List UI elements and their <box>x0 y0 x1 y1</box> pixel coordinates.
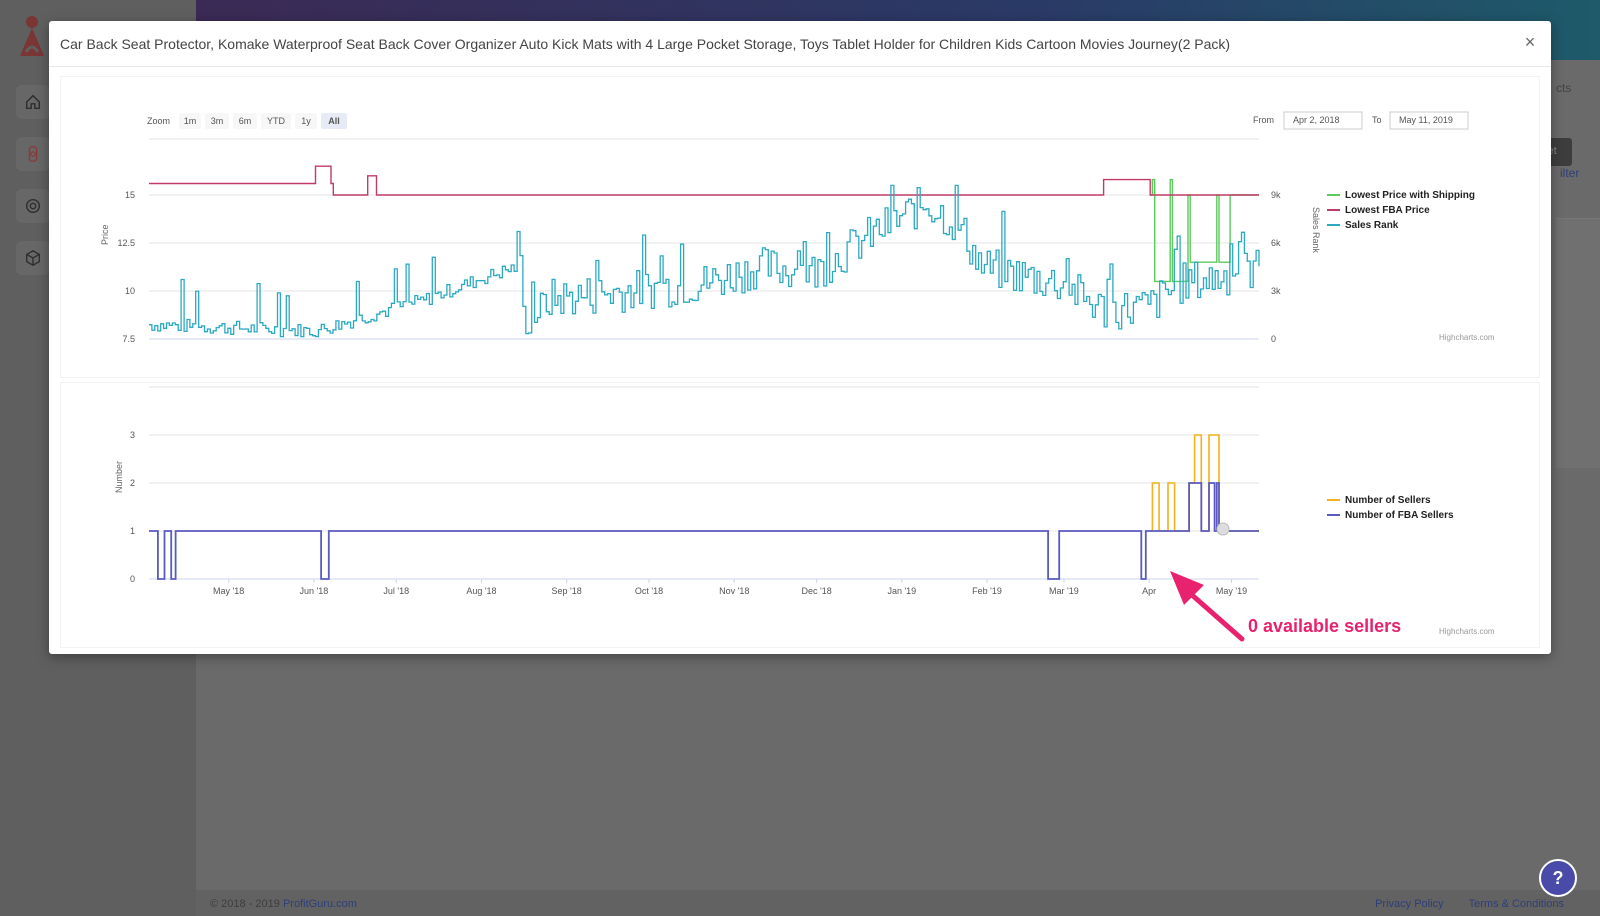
x-tick-label: Oct '18 <box>635 586 663 596</box>
to-label: To <box>1372 115 1382 125</box>
number-tick-label: 3 <box>130 430 135 440</box>
bg-filter-link[interactable]: ilter <box>1560 166 1580 180</box>
svg-text:All: All <box>328 116 340 126</box>
rank-tick-label: 3k <box>1271 286 1281 296</box>
series-lowest-fba-price <box>149 165 1259 196</box>
close-icon[interactable]: × <box>1524 32 1536 52</box>
x-tick-label: Sep '18 <box>551 586 581 596</box>
annotation-text: 0 available sellers <box>1248 616 1402 636</box>
zoom-buttons: 1m 3m 6m YTD 1y All <box>179 113 347 129</box>
help-button[interactable]: ? <box>1539 859 1577 897</box>
legend-item[interactable]: Lowest FBA Price <box>1327 205 1430 216</box>
legend-item[interactable]: Sales Rank <box>1327 220 1399 231</box>
x-tick-label: Nov '18 <box>719 586 749 596</box>
svg-text:Number of FBA Sellers: Number of FBA Sellers <box>1345 510 1454 521</box>
x-tick-label: May '19 <box>1216 586 1247 596</box>
modal-title: Car Back Seat Protector, Komake Waterpro… <box>60 36 1231 52</box>
zoom-label: Zoom <box>147 116 170 126</box>
highcharts-credit[interactable]: Highcharts.com <box>1439 333 1495 342</box>
privacy-policy-link[interactable]: Privacy Policy <box>1375 898 1444 910</box>
time-axis-ticks: May '18 Jun '18 Jul '18 Aug '18 Sep '18 Oct '… <box>213 579 1247 596</box>
x-tick-label: Dec '18 <box>802 586 832 596</box>
svg-text:YTD: YTD <box>267 116 286 126</box>
highcharts-credit-bottom[interactable]: Highcharts.com <box>1439 627 1495 636</box>
x-tick-label: Feb '19 <box>972 586 1002 596</box>
zoom-3m-button[interactable]: 3m <box>205 113 229 129</box>
number-axis-title: Number <box>114 461 124 493</box>
from-label: From <box>1253 115 1274 125</box>
x-tick-label: Jan '19 <box>887 586 916 596</box>
support-icon[interactable] <box>16 189 50 223</box>
svg-text:3m: 3m <box>211 116 224 126</box>
to-date-value: May 11, 2019 <box>1399 115 1453 125</box>
rank-tick-label: 6k <box>1271 238 1281 248</box>
svg-text:Number of Sellers: Number of Sellers <box>1345 495 1431 506</box>
from-date-value: Apr 2, 2018 <box>1293 115 1340 125</box>
svg-text:1y: 1y <box>301 116 311 126</box>
modal-header: Car Back Seat Protector, Komake Waterpro… <box>49 21 1551 67</box>
footer-brand-link[interactable]: ProfitGuru.com <box>282 898 357 910</box>
x-tick-label: Jul '18 <box>383 586 409 596</box>
sellers-axis-ticks: 0 1 2 3 <box>130 430 135 584</box>
footer-copy-text: © 2018 - 2019 <box>210 898 280 910</box>
series-number-of-fba-sellers <box>149 482 1259 580</box>
rank-axis-ticks: 0 3k 6k 9k <box>1271 190 1281 344</box>
from-date-input[interactable] <box>1283 111 1363 130</box>
home-icon[interactable] <box>16 85 50 119</box>
zoom-all-button[interactable]: All <box>321 113 347 129</box>
number-tick-label: 2 <box>130 478 135 488</box>
price-axis-ticks: 7.5 10 12.5 15 <box>117 190 135 344</box>
terms-link[interactable]: Terms & Conditions <box>1468 898 1564 910</box>
series-sales-rank <box>149 184 1260 338</box>
annotation-arrow-icon <box>1170 571 1245 642</box>
watch-icon[interactable] <box>16 137 50 171</box>
app-footer: © 2018 - 2019 ProfitGuru.com Privacy Pol… <box>196 890 1600 916</box>
number-tick-label: 1 <box>130 526 135 536</box>
x-tick-label: May '18 <box>213 586 244 596</box>
legend-item[interactable]: Number of Sellers <box>1327 495 1431 506</box>
number-tick-label: 0 <box>130 574 135 584</box>
rank-axis-title: Sales Rank <box>1311 207 1321 254</box>
price-chart-legend: Lowest Price with Shipping Lowest FBA Pri… <box>1327 190 1475 231</box>
series-lowest-price-with-shipping <box>1150 178 1259 283</box>
x-tick-label: Jun '18 <box>299 586 328 596</box>
brand-logo-icon <box>20 16 44 56</box>
svg-text:Lowest FBA Price: Lowest FBA Price <box>1345 205 1430 216</box>
to-date-input[interactable] <box>1389 111 1469 130</box>
svg-text:1m: 1m <box>184 116 197 126</box>
sellers-chart-legend: Number of Sellers Number of FBA Sellers <box>1327 495 1454 521</box>
bg-panel <box>1556 218 1600 468</box>
price-tick-label: 15 <box>125 190 135 200</box>
price-axis-title: Price <box>100 224 110 245</box>
price-rank-svg: Zoom 1m 3m 6m YTD 1y All From Apr 2, 2018 To … <box>100 111 1495 344</box>
svg-text:Sales Rank: Sales Rank <box>1345 220 1399 231</box>
sellers-svg: 0 1 2 3 May '18 Jun '18 Jul '18 Aug '18 Sep '18… <box>114 386 1495 636</box>
x-tick-label: Mar '19 <box>1049 586 1079 596</box>
footer-copyright: © 2018 - 2019 ProfitGuru.com <box>210 898 357 910</box>
zoom-1y-button[interactable]: 1y <box>295 113 317 129</box>
zoom-1m-button[interactable]: 1m <box>179 113 201 129</box>
rank-tick-label: 9k <box>1271 190 1281 200</box>
x-tick-label: Aug '18 <box>466 586 496 596</box>
footer-links: Privacy Policy Terms & Conditions <box>1353 898 1564 910</box>
sellers-grid <box>149 386 1259 580</box>
navigator-handle[interactable] <box>1216 522 1230 536</box>
price-rank-chart: Zoom 1m 3m 6m YTD 1y All From Apr 2, 2018 To … <box>61 77 1539 377</box>
price-tick-label: 7.5 <box>122 334 135 344</box>
bg-fragment: cts <box>1556 81 1572 95</box>
x-tick-label: Apr <box>1142 586 1156 596</box>
rank-tick-label: 0 <box>1271 334 1276 344</box>
zoom-6m-button[interactable]: 6m <box>233 113 257 129</box>
price-tick-label: 12.5 <box>117 238 135 248</box>
product-history-modal: Car Back Seat Protector, Komake Waterpro… <box>49 21 1551 654</box>
legend-item[interactable]: Lowest Price with Shipping <box>1327 190 1475 201</box>
legend-item[interactable]: Number of FBA Sellers <box>1327 510 1454 521</box>
price-tick-label: 10 <box>125 286 135 296</box>
box-icon[interactable] <box>16 241 50 275</box>
sellers-chart: 0 1 2 3 May '18 Jun '18 Jul '18 Aug '18 Sep '18… <box>61 383 1539 647</box>
zoom-ytd-button[interactable]: YTD <box>261 113 291 129</box>
svg-text:Lowest Price with Shipping: Lowest Price with Shipping <box>1345 190 1475 201</box>
svg-text:6m: 6m <box>239 116 252 126</box>
